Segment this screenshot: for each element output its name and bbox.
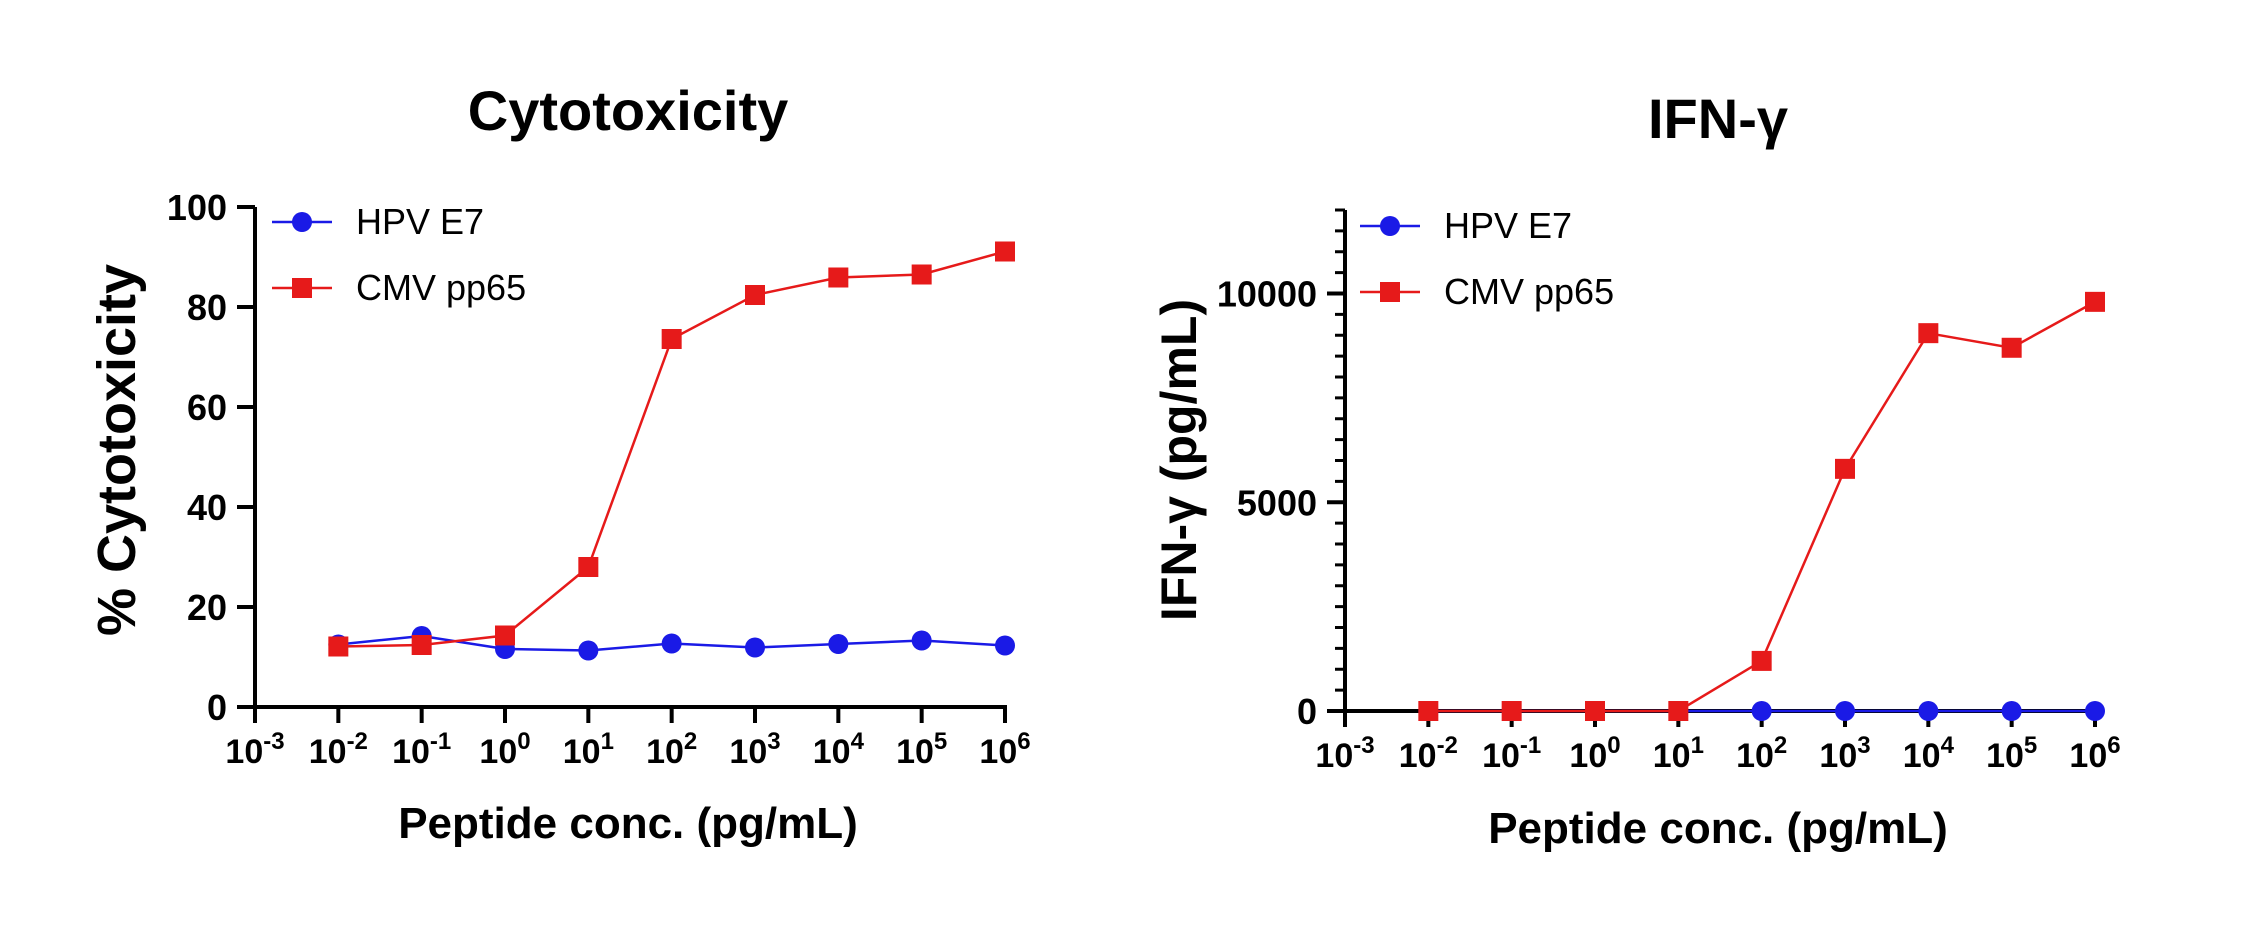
data-point-cmv-pp65: [1668, 701, 1689, 721]
x-tick-label: 106: [2069, 732, 2120, 775]
data-point-cmv-pp65: [411, 635, 432, 655]
data-point-cmv-pp65: [1751, 650, 1772, 671]
axes: [237, 205, 1007, 723]
x-tick-label: 10-3: [1315, 732, 1374, 775]
data-point-hpv-e7: [745, 637, 765, 658]
x-tick-label: 102: [1736, 732, 1787, 775]
x-tick-label: 100: [1569, 732, 1620, 775]
data-point-hpv-e7: [1751, 701, 1772, 721]
tick-labels: 0 5000 10000 10-3 10-2 10-1 100 101 102 103 104 105…: [1217, 274, 2121, 776]
x-tick-label: 105: [1986, 732, 2037, 775]
x-tick-label: 104: [813, 728, 865, 771]
y-tick-label: 0: [1297, 691, 1317, 732]
data-point-hpv-e7: [828, 634, 849, 654]
data-point-cmv-pp65: [828, 267, 849, 288]
legend: HPV E7 CMV pp65: [272, 201, 526, 308]
y-tick-label: 80: [187, 287, 227, 328]
data-point-hpv-e7: [661, 633, 682, 654]
y-tick-label: 5000: [1237, 482, 1317, 523]
x-tick-label: 105: [896, 728, 947, 771]
data-point-hpv-e7: [578, 640, 599, 661]
y-tick-label: 60: [187, 387, 227, 428]
data-point-cmv-pp65: [1418, 701, 1439, 721]
data-point-cmv-pp65: [578, 557, 599, 577]
axes: [1327, 208, 2097, 727]
legend-marker-cmv-pp65: [1380, 282, 1400, 302]
y-axis-label: % Cytotoxicity: [87, 264, 147, 636]
data-point-hpv-e7: [2085, 701, 2105, 721]
chart-ifn-gamma: IFN-γ IFN-γ (pg/mL) Peptide conc. (pg/mL…: [1151, 87, 2121, 853]
x-axis-label: Peptide conc. (pg/mL): [1488, 804, 1948, 853]
legend-item-hpv-e7: HPV E7: [1360, 205, 1572, 246]
x-tick-label: 102: [646, 728, 697, 771]
legend-marker-cmv-pp65: [292, 278, 312, 298]
data-point-cmv-pp65: [495, 625, 515, 646]
data-point-hpv-e7: [995, 635, 1015, 656]
x-tick-label: 106: [979, 728, 1030, 771]
series-line-cmv-pp65: [338, 250, 1006, 648]
data-point-hpv-e7: [1835, 701, 1855, 721]
data-point-hpv-e7: [911, 630, 932, 651]
tick-labels: 0 20 40 60 80 100 10-3 10-2 10-1 100 101 102 103 104 1…: [167, 187, 1031, 771]
data-point-cmv-pp65: [661, 329, 682, 349]
data-point-cmv-pp65: [2001, 337, 2022, 358]
data-point-hpv-e7: [1918, 701, 1939, 721]
x-tick-label: 100: [479, 728, 530, 771]
legend-label-cmv-pp65: CMV pp65: [356, 267, 526, 308]
data-series: [1418, 291, 2105, 721]
data-point-cmv-pp65: [1918, 323, 1939, 344]
data-point-cmv-pp65: [995, 241, 1015, 262]
series-line-cmv-pp65: [1428, 300, 2096, 713]
y-tick-label: 10000: [1217, 274, 1317, 315]
legend-item-cmv-pp65: CMV pp65: [1360, 271, 1614, 312]
x-axis-label: Peptide conc. (pg/mL): [398, 799, 858, 848]
x-tick-label: 104: [1903, 732, 1955, 775]
y-tick-label: 40: [187, 487, 227, 528]
data-point-cmv-pp65: [328, 636, 349, 657]
y-tick-label: 100: [167, 187, 227, 228]
x-tick-label: 101: [563, 728, 614, 771]
data-point-hpv-e7: [2001, 701, 2022, 721]
legend-marker-hpv-e7: [1380, 216, 1400, 236]
data-point-cmv-pp65: [1585, 701, 1605, 721]
data-point-cmv-pp65: [2085, 291, 2105, 312]
y-tick-label: 20: [187, 587, 227, 628]
x-tick-label: 103: [729, 728, 780, 771]
data-point-cmv-pp65: [1835, 458, 1855, 479]
legend-marker-hpv-e7: [292, 212, 312, 232]
x-tick-label: 101: [1653, 732, 1704, 775]
x-tick-label: 10-2: [309, 728, 368, 771]
x-tick-label: 103: [1819, 732, 1870, 775]
chart-title: IFN-γ: [1648, 87, 1788, 150]
data-point-cmv-pp65: [911, 264, 932, 285]
data-point-cmv-pp65: [745, 285, 765, 305]
legend: HPV E7 CMV pp65: [1360, 205, 1614, 312]
y-tick-label: 0: [207, 687, 227, 728]
legend-label-hpv-e7: HPV E7: [1444, 205, 1572, 246]
legend-label-hpv-e7: HPV E7: [356, 201, 484, 242]
data-point-cmv-pp65: [1501, 701, 1522, 721]
chart-title: Cytotoxicity: [468, 79, 789, 142]
legend-item-hpv-e7: HPV E7: [272, 201, 484, 242]
x-tick-label: 10-3: [225, 728, 284, 771]
legend-label-cmv-pp65: CMV pp65: [1444, 271, 1614, 312]
x-tick-label: 10-1: [1482, 732, 1541, 775]
x-tick-label: 10-1: [392, 728, 451, 771]
data-series: [328, 241, 1015, 661]
legend-item-cmv-pp65: CMV pp65: [272, 267, 526, 308]
x-tick-label: 10-2: [1399, 732, 1458, 775]
chart-cytotoxicity: Cytotoxicity % Cytotoxicity Peptide conc…: [87, 79, 1031, 848]
y-axis-label: IFN-γ (pg/mL): [1151, 299, 1207, 621]
